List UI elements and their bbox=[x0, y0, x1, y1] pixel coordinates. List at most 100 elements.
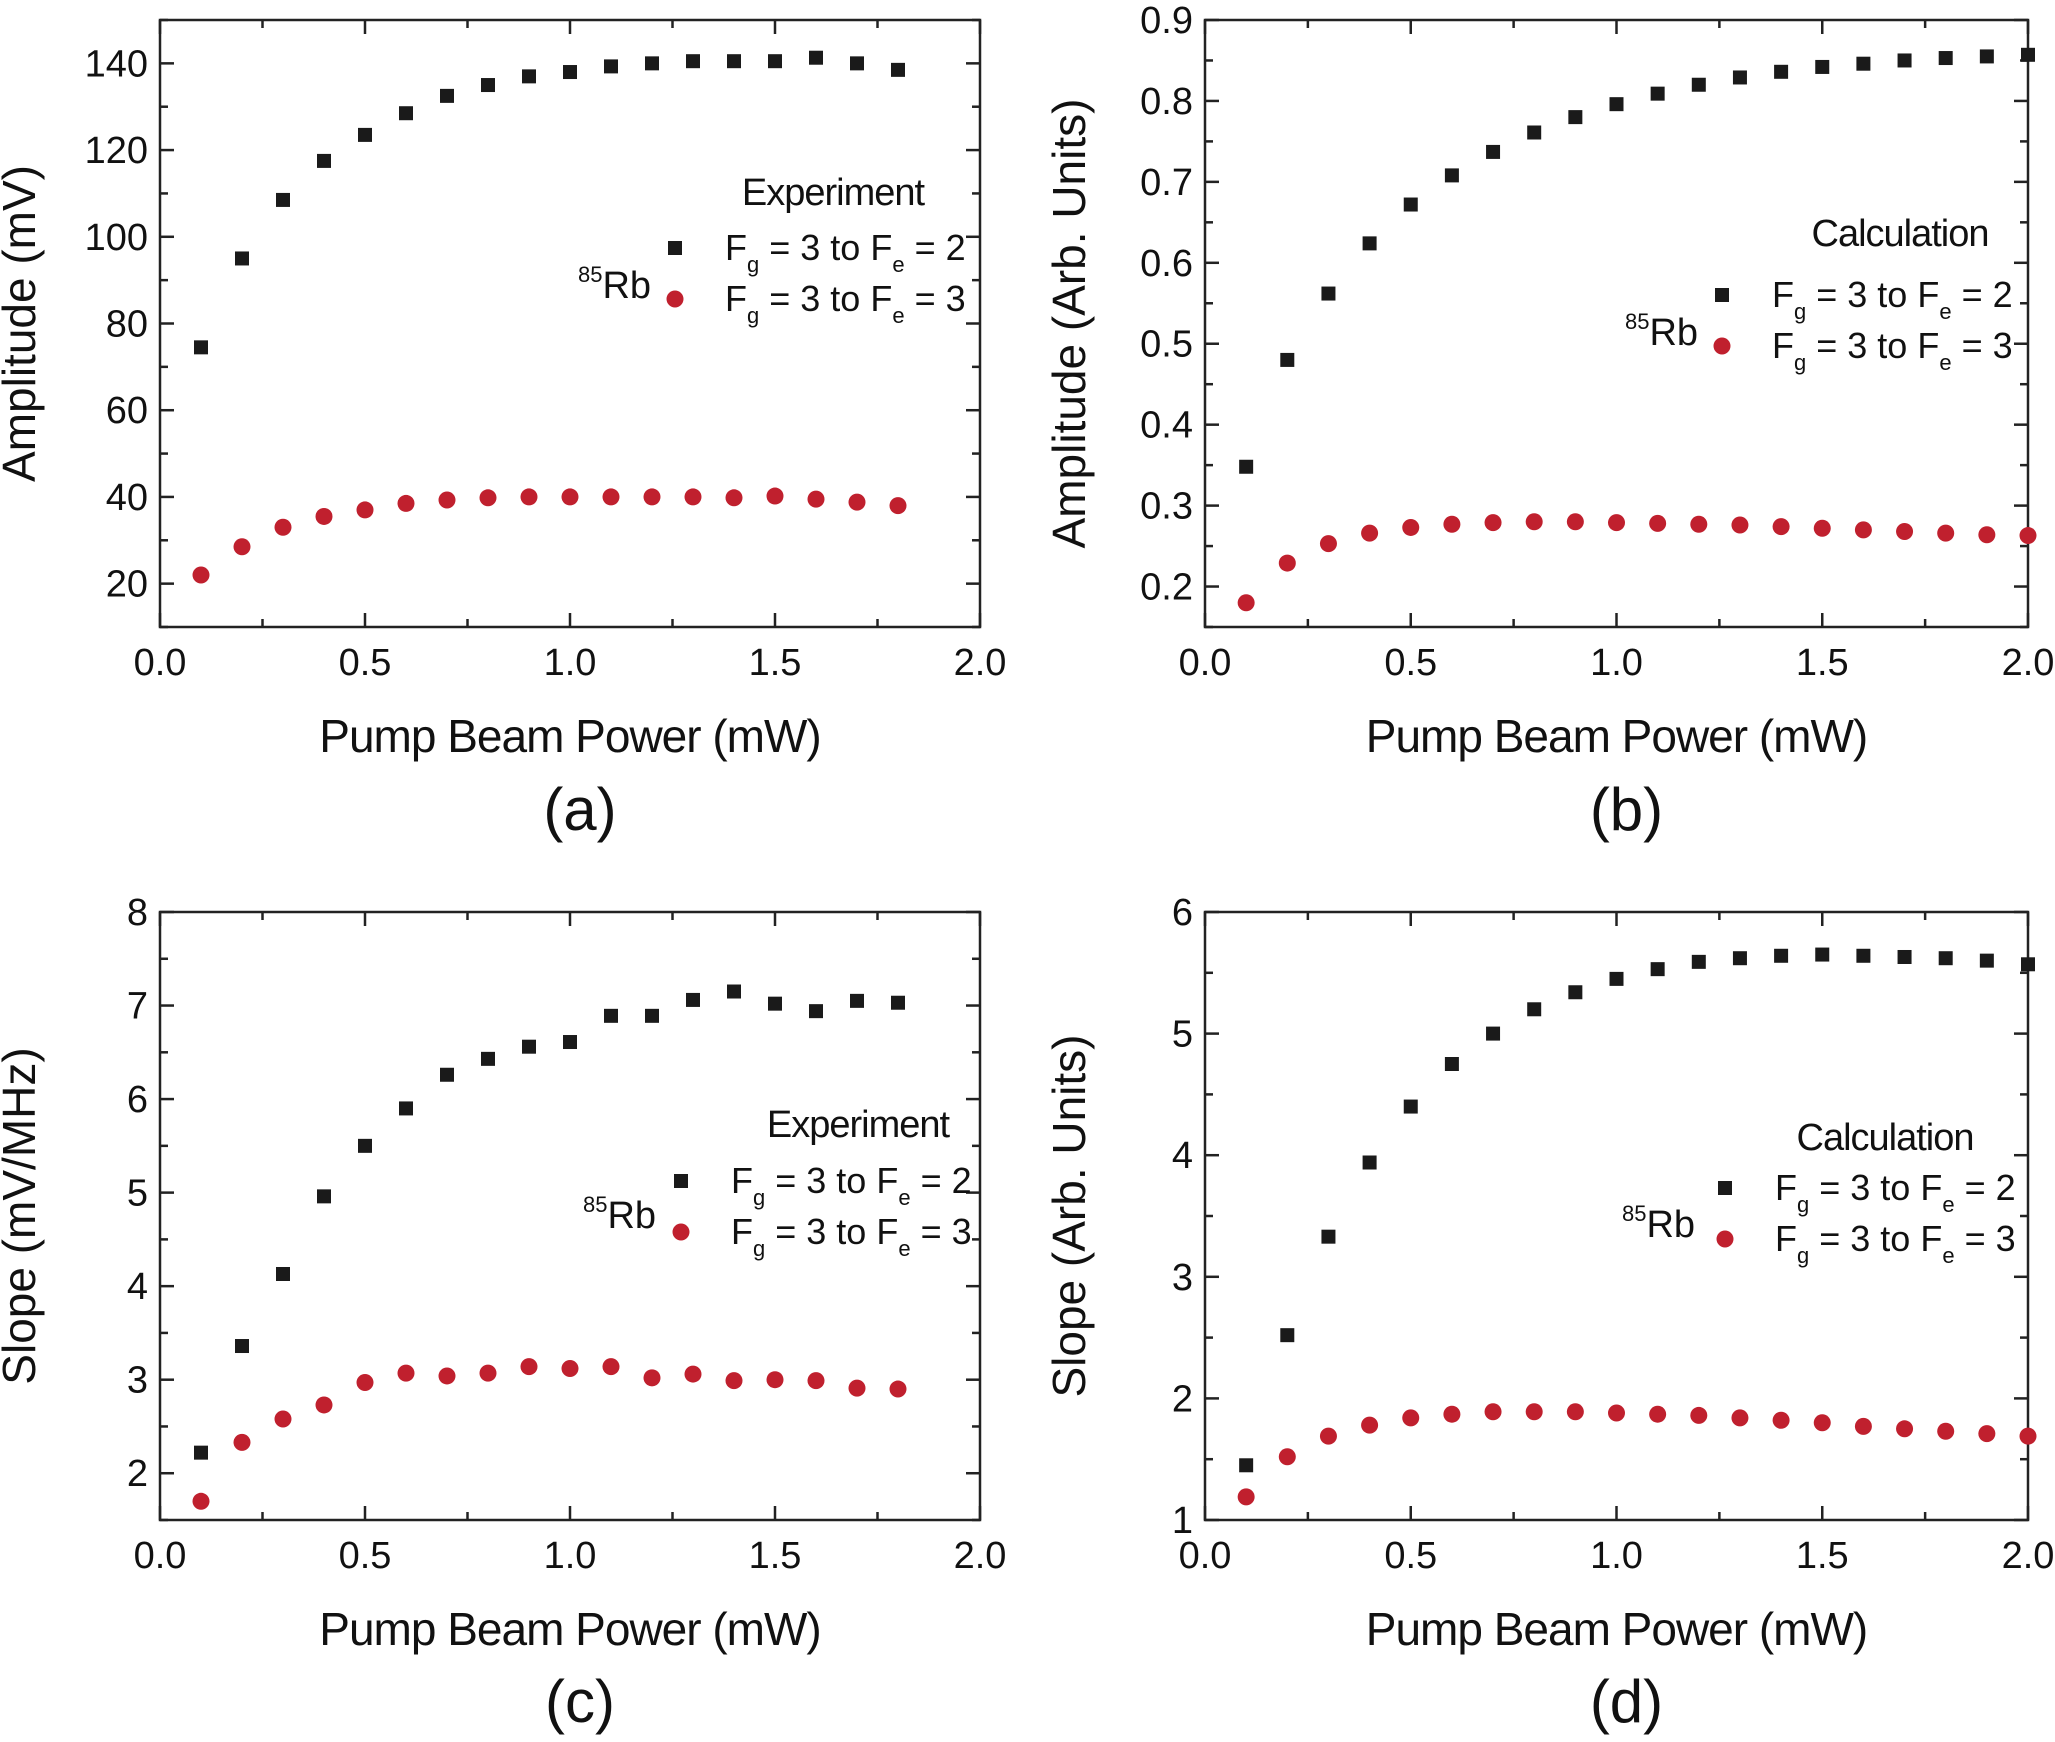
x-tick-label: 1.0 bbox=[1590, 642, 1643, 684]
data-point-circle bbox=[1649, 514, 1667, 532]
data-point-circle bbox=[602, 1358, 620, 1376]
y-tick-label: 20 bbox=[106, 564, 148, 606]
annotation-note: Experiment bbox=[767, 1104, 951, 1146]
panel-caption: (d) bbox=[1590, 1668, 1663, 1735]
data-point-square bbox=[1486, 144, 1501, 159]
legend-text-part: e bbox=[1942, 1243, 1954, 1268]
panel-caption: (a) bbox=[543, 776, 616, 843]
data-point-square bbox=[1650, 86, 1665, 101]
isotope-mass: 85 bbox=[583, 1192, 607, 1217]
y-tick-label: 0.4 bbox=[1140, 405, 1193, 447]
data-point-square bbox=[1650, 962, 1665, 977]
legend-marker-square bbox=[1718, 1181, 1732, 1195]
isotope-label: 85Rb bbox=[578, 262, 651, 307]
y-axis-title: Amplitude (Arb. Units) bbox=[1043, 99, 1095, 549]
legend-text-part: e bbox=[898, 1236, 910, 1261]
data-point-square bbox=[235, 1339, 249, 1354]
y-tick-label: 6 bbox=[1172, 892, 1193, 934]
y-tick-label: 0.6 bbox=[1140, 243, 1193, 285]
data-point-square bbox=[1527, 1002, 1542, 1017]
data-point-square bbox=[727, 54, 741, 69]
data-point-circle bbox=[1237, 1488, 1255, 1506]
data-point-circle bbox=[766, 1371, 784, 1389]
chart-panel-d: 0.0 0.5 1.0 1.5 2.0 1 2 3 4 5 6 Pump Beam Power (mW… bbox=[1043, 892, 2054, 1735]
data-point-circle bbox=[684, 488, 702, 506]
data-point-square bbox=[235, 251, 249, 266]
data-point-square bbox=[1897, 53, 1912, 68]
data-point-circle bbox=[192, 566, 210, 584]
y-tick-label: 6 bbox=[127, 1079, 148, 1121]
data-point-square bbox=[563, 1035, 577, 1050]
data-point-circle bbox=[807, 490, 825, 508]
data-point-circle bbox=[1278, 554, 1296, 572]
data-point-circle bbox=[1937, 1422, 1955, 1440]
isotope-label: 85Rb bbox=[1622, 1201, 1695, 1246]
data-point-square bbox=[522, 1039, 536, 1054]
data-point-square bbox=[850, 993, 864, 1008]
legend-text-part: = 2 bbox=[1952, 274, 2013, 315]
legend-text-part: F bbox=[725, 278, 747, 319]
data-point-circle bbox=[1361, 524, 1379, 542]
data-point-square bbox=[1856, 56, 1871, 71]
legend-text-part: = 2 bbox=[1955, 1167, 2016, 1208]
data-point-circle bbox=[1690, 515, 1708, 533]
legend-text-part: F bbox=[731, 1211, 753, 1252]
data-point-circle bbox=[520, 488, 538, 506]
isotope-label: 85Rb bbox=[583, 1192, 656, 1237]
x-tick-label: 1.0 bbox=[544, 1535, 597, 1577]
data-point-circle bbox=[438, 491, 456, 509]
y-axis-title: Amplitude (mV) bbox=[0, 165, 45, 482]
y-axis-title: Slope (Arb. Units) bbox=[1043, 1034, 1095, 1397]
data-point-square bbox=[1280, 1328, 1295, 1343]
chart-panel-c: 0.0 0.5 1.0 1.5 2.0 2 3 4 5 6 7 8 Pump Beam Power (m… bbox=[0, 892, 1006, 1735]
data-point-circle bbox=[2019, 1427, 2037, 1445]
chart-panel-a: 0.0 0.5 1.0 1.5 2.0 20 40 60 80 100 120 140 Pump Bea… bbox=[0, 18, 1006, 843]
x-tick-label: 2.0 bbox=[2002, 642, 2055, 684]
data-point-square bbox=[1362, 1155, 1377, 1170]
data-point-square bbox=[1815, 59, 1830, 74]
data-point-circle bbox=[1237, 594, 1255, 612]
data-point-square bbox=[768, 996, 782, 1011]
legend-text-part: g bbox=[1797, 1243, 1809, 1268]
legend-text-part: F bbox=[1920, 1218, 1942, 1259]
data-point-square bbox=[481, 1051, 495, 1066]
isotope-mass: 85 bbox=[1622, 1201, 1646, 1226]
x-tick-label: 0.0 bbox=[1179, 642, 1232, 684]
chart-panel-b: 0.0 0.5 1.0 1.5 2.0 0.2 0.3 0.4 0.5 0.6 0.7 0.8 0.9 P… bbox=[1043, 0, 2054, 843]
legend-text-part: F bbox=[870, 227, 892, 268]
data-point-square bbox=[686, 54, 700, 69]
data-point-circle bbox=[1772, 518, 1790, 536]
x-tick-label: 0.0 bbox=[1179, 1535, 1232, 1577]
data-point-square bbox=[1486, 1026, 1501, 1041]
legend-marker-circle bbox=[1713, 337, 1731, 355]
data-point-circle bbox=[561, 488, 579, 506]
x-axis-title: Pump Beam Power (mW) bbox=[1366, 710, 1867, 762]
legend-text-part: F bbox=[876, 1211, 898, 1252]
data-point-square bbox=[358, 127, 372, 142]
data-point-circle bbox=[1278, 1448, 1296, 1466]
data-point-circle bbox=[1566, 1403, 1584, 1421]
data-point-square bbox=[1938, 951, 1953, 966]
data-point-circle bbox=[479, 1364, 497, 1382]
y-tick-label: 0.8 bbox=[1140, 81, 1193, 123]
data-point-circle bbox=[1937, 524, 1955, 542]
data-point-square bbox=[399, 106, 413, 121]
data-point-circle bbox=[643, 1369, 661, 1387]
legend-text-part: F bbox=[725, 227, 747, 268]
legend-text-part: = 3 bbox=[1955, 1218, 2016, 1259]
y-tick-label: 4 bbox=[1172, 1135, 1193, 1177]
isotope-symbol: Rb bbox=[1646, 1204, 1695, 1246]
legend-text-part: = 3 bbox=[905, 278, 966, 319]
legend-marker-square bbox=[1715, 288, 1729, 302]
data-point-square bbox=[1732, 951, 1747, 966]
data-point-circle bbox=[1608, 1404, 1625, 1422]
data-point-square bbox=[1897, 949, 1912, 964]
data-point-square bbox=[194, 340, 208, 355]
legend-text-part: = 3 to bbox=[1806, 325, 1917, 366]
legend-text-part: F bbox=[1917, 274, 1939, 315]
data-point-square bbox=[809, 1004, 823, 1019]
legend-text-part: = 3 to bbox=[1806, 274, 1917, 315]
series-2 bbox=[1237, 1403, 2037, 1506]
legend-text-part: = 3 to bbox=[1809, 1218, 1920, 1259]
x-axis-title: Pump Beam Power (mW) bbox=[1366, 1603, 1867, 1655]
